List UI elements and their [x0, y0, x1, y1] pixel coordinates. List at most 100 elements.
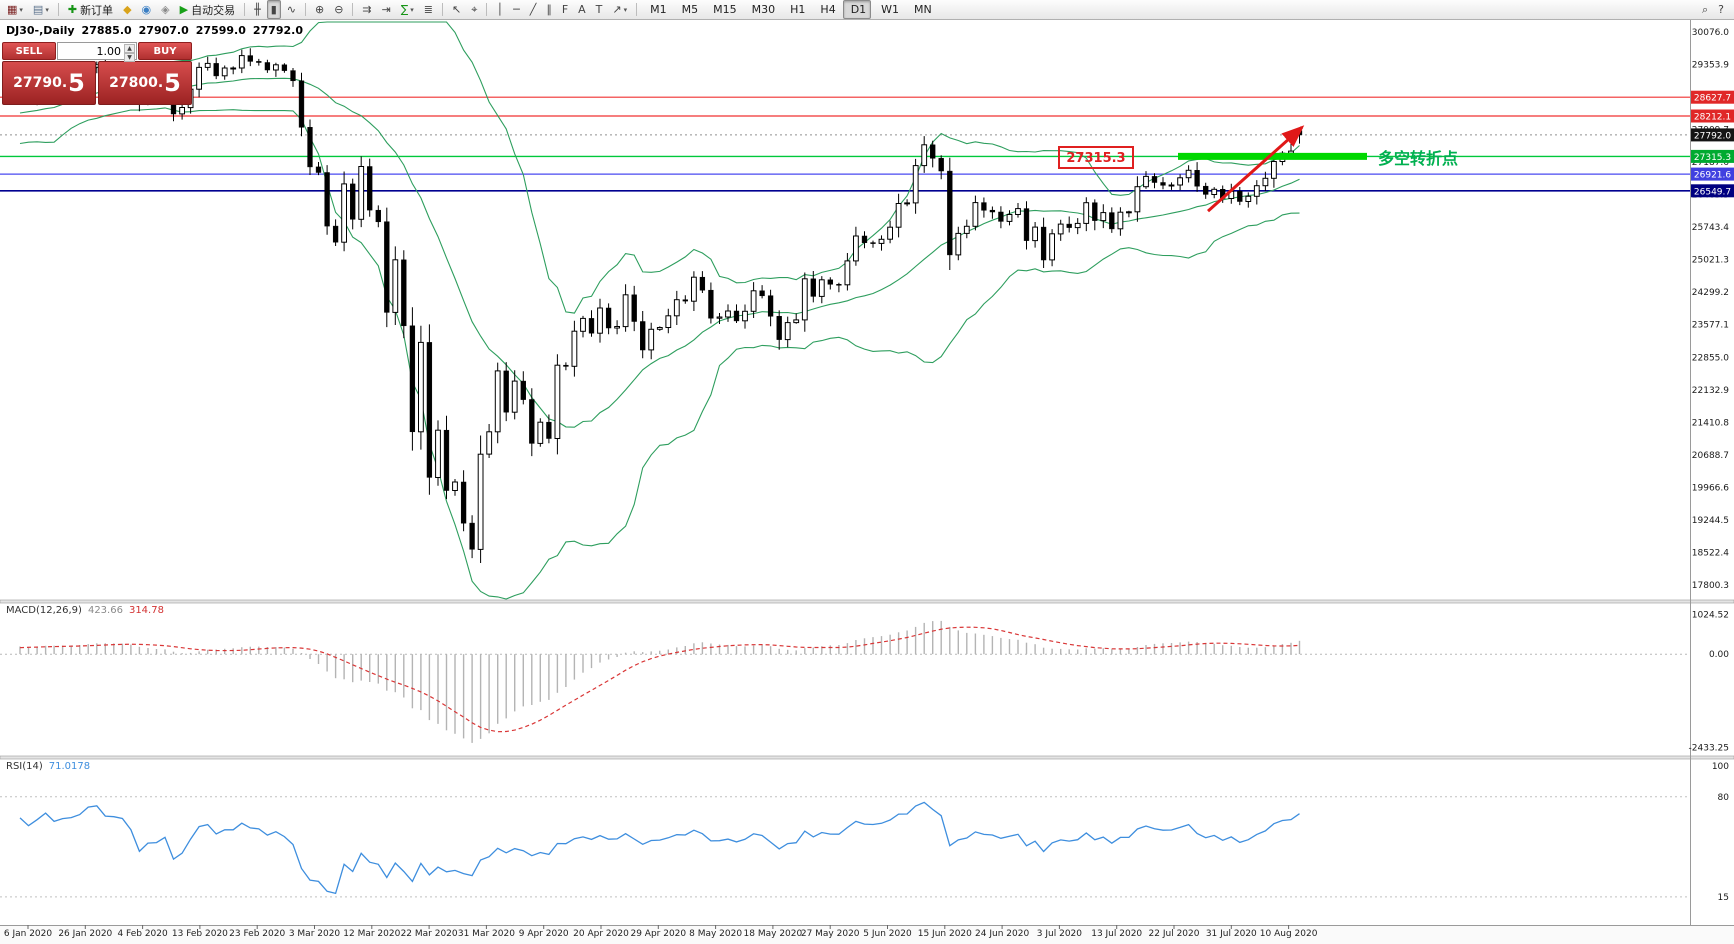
- tf-m5-button[interactable]: M5: [674, 0, 704, 19]
- horizontal-line-button[interactable]: ─: [509, 0, 524, 19]
- date-axis-label: 31 Jul 2020: [1205, 929, 1257, 939]
- panel-separator[interactable]: [0, 755, 1734, 760]
- main-toolbar: ▦ ▾ ▤ ▾ ✚ 新订单 ◆ ◉ ◈ ▶ 自动交易 ╫ ▮ ∿ ⊕ ⊖ ⇉ ⇥ ∑ ▾ ≣ ↖ ⌖ │ ─ ╱ ∥ F A T ↗ ▾ M1 M…: [0, 0, 1734, 20]
- trend-arrow[interactable]: [1207, 125, 1305, 213]
- mql5-community-button[interactable]: ◆: [119, 0, 135, 19]
- candlestick-chart-button[interactable]: ▮: [266, 0, 281, 19]
- bar-chart-button[interactable]: ╫: [250, 0, 265, 19]
- toolbar-separator: [244, 3, 246, 16]
- profiles-caret-icon: ▾: [45, 5, 49, 14]
- signals-button[interactable]: ◉: [138, 0, 156, 19]
- date-axis-label: 18 May 2020: [743, 929, 803, 939]
- equidistant-channel-icon: ∥: [546, 3, 552, 16]
- search-button[interactable]: ⌕: [1698, 0, 1712, 19]
- date-axis-label: 22 Jul 2020: [1148, 929, 1200, 939]
- line-chart-button[interactable]: ∿: [283, 0, 300, 19]
- trendline-button[interactable]: ╱: [526, 0, 541, 19]
- tf-mn-label: MN: [914, 3, 932, 16]
- toolbar-separator: [486, 3, 488, 16]
- cursor-icon: ↖: [452, 3, 462, 16]
- candlestick-chart-icon: ▮: [270, 3, 277, 16]
- chart-shift-button[interactable]: ⇥: [378, 0, 395, 19]
- date-axis-label: 31 Mar 2020: [457, 929, 515, 939]
- zoom-out-button[interactable]: ⊖: [330, 0, 347, 19]
- market-icon: ◈: [161, 3, 170, 16]
- crosshair-button[interactable]: ⌖: [467, 0, 481, 19]
- vertical-line-button[interactable]: │: [492, 0, 507, 19]
- readout-low: 27599.0: [195, 24, 246, 37]
- new-chart-icon: ▦: [7, 3, 18, 16]
- objects-list-icon: ≣: [423, 3, 434, 16]
- date-axis-label: 8 May 2020: [689, 929, 743, 939]
- volume-input[interactable]: 1.00 ▲ ▼: [57, 42, 137, 62]
- macd-axis-label: 0.00: [1709, 650, 1729, 660]
- tf-mn-button[interactable]: MN: [906, 0, 937, 19]
- rsi-axis-label: 80: [1718, 793, 1730, 803]
- new-order-icon: ✚: [67, 3, 78, 16]
- date-axis-label: 9 Apr 2020: [518, 929, 569, 939]
- toolbar-separator: [636, 3, 638, 16]
- zoom-in-icon: ⊕: [314, 3, 325, 16]
- volume-increase-button[interactable]: ▲: [124, 44, 135, 53]
- price-axis-label: 20688.7: [1692, 451, 1729, 461]
- zoom-in-button[interactable]: ⊕: [311, 0, 328, 19]
- market-button[interactable]: ◈: [157, 0, 173, 19]
- volume-decrease-button[interactable]: ▼: [124, 53, 135, 62]
- tf-m5-label: M5: [681, 3, 699, 16]
- candle-wicks: [19, 48, 1300, 563]
- price-badge: 28212.1: [1691, 109, 1734, 123]
- buy-button[interactable]: BUY: [138, 42, 192, 60]
- readout-open: 27885.0: [81, 24, 132, 37]
- toolbar-separator: [442, 3, 444, 16]
- arrows-icon: ↗: [612, 3, 622, 16]
- candles-bullish: [17, 55, 1294, 550]
- trendline-icon: ╱: [529, 3, 537, 16]
- tf-d1-button[interactable]: D1: [842, 0, 872, 19]
- date-axis[interactable]: 6 Jan 2020 26 Jan 2020 4 Feb 2020 13 Feb 20…: [0, 926, 1734, 944]
- line-chart-icon: ∿: [286, 3, 296, 16]
- price-callout-box[interactable]: [1058, 146, 1134, 169]
- panel-separator[interactable]: [0, 599, 1734, 604]
- candles-bearish: [25, 55, 1303, 550]
- fibonacci-retracement-button[interactable]: F: [558, 0, 572, 19]
- sell-button[interactable]: SELL: [2, 42, 56, 60]
- price-axis-label: 19244.5: [1692, 516, 1729, 526]
- tf-h1-label: H1: [790, 3, 806, 16]
- text-label-button[interactable]: T: [592, 0, 607, 19]
- auto-scroll-button[interactable]: ⇉: [358, 0, 375, 19]
- tf-m1-button[interactable]: M1: [642, 0, 672, 19]
- buy-price-button[interactable]: 27800. 5: [98, 61, 192, 105]
- tf-h1-button[interactable]: H1: [782, 0, 810, 19]
- date-axis-label: 4 Feb 2020: [117, 929, 168, 939]
- indicators-button[interactable]: ∑ ▾: [397, 0, 418, 19]
- price-axis-label: 24299.2: [1692, 288, 1729, 298]
- new-chart-button[interactable]: ▦ ▾: [3, 0, 27, 19]
- sell-price-button[interactable]: 27790. 5: [2, 61, 96, 105]
- help-button[interactable]: ?: [1714, 0, 1728, 19]
- profiles-icon: ▤: [32, 3, 44, 16]
- autotrading-button[interactable]: ▶ 自动交易: [176, 0, 239, 19]
- svg-text:27792.0: 27792.0: [1694, 131, 1731, 141]
- arrows-button[interactable]: ↗ ▾: [608, 0, 631, 19]
- tf-m15-button[interactable]: M15: [705, 0, 742, 19]
- macd-indicator-header: MACD(12,26,9) 423.66 314.78: [6, 605, 164, 616]
- autotrading-icon: ▶: [179, 3, 189, 16]
- help-icon: ?: [1718, 3, 1724, 16]
- tf-m30-button[interactable]: M30: [744, 0, 781, 19]
- auto-scroll-icon: ⇉: [362, 3, 372, 16]
- price-badge: 28627.7: [1691, 90, 1734, 104]
- equidistant-channel-button[interactable]: ∥: [542, 0, 556, 19]
- text-button[interactable]: A: [574, 0, 590, 19]
- cursor-button[interactable]: ↖: [448, 0, 465, 19]
- profiles-button[interactable]: ▤ ▾: [29, 0, 53, 19]
- rsi-axis-label: 15: [1718, 893, 1729, 903]
- objects-list-button[interactable]: ≣: [420, 0, 437, 19]
- sell-price-main: 27790.: [13, 75, 68, 91]
- tf-h4-button[interactable]: H4: [812, 0, 840, 19]
- price-axis-label: 27187.6: [1692, 158, 1729, 168]
- chart-shift-icon: ⇥: [381, 3, 391, 16]
- date-axis-label: 10 Aug 2020: [1259, 929, 1318, 939]
- tf-w1-button[interactable]: W1: [873, 0, 904, 19]
- new-order-button[interactable]: ✚ 新订单: [64, 0, 117, 19]
